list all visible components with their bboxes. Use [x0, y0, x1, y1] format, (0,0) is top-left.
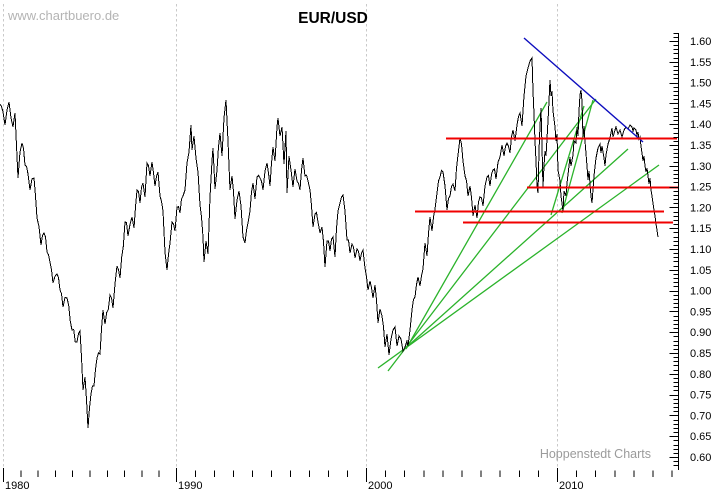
chart-title: EUR/USD	[298, 10, 368, 27]
y-axis-label: 1.50	[690, 78, 711, 90]
resistance-lines	[415, 137, 678, 224]
y-axis-label: 0.85	[690, 348, 711, 360]
green-trendline-5	[561, 99, 594, 214]
eurusd-price-line	[0, 56, 659, 429]
y-axis-label: 1.60	[690, 36, 711, 48]
green-trendline-3	[407, 148, 629, 347]
y-axis-label: 1.35	[690, 140, 711, 152]
y-axis-label: 0.70	[690, 410, 711, 422]
x-axis-label: 1990	[178, 480, 202, 492]
x-axis-label: 2000	[368, 480, 392, 492]
y-axis-label: 1.30	[690, 161, 711, 173]
green-trendline-6	[550, 105, 585, 216]
y-axis-label: 1.55	[690, 57, 711, 69]
green-trendline-2	[387, 98, 597, 372]
y-axis-label: 1.25	[690, 182, 711, 194]
y-axis-label: 0.80	[690, 369, 711, 381]
y-axis-label: 0.75	[690, 390, 711, 402]
green-trendline-4	[377, 164, 660, 369]
y-axis-label: 1.10	[690, 244, 711, 256]
y-axis-label: 1.45	[690, 98, 711, 110]
price-series-line	[0, 56, 659, 429]
y-axis-label: 1.40	[690, 119, 711, 131]
blue-downtrend-line	[523, 37, 644, 143]
decade-gridlines	[3, 4, 558, 468]
y-axis-label: 0.90	[690, 327, 711, 339]
green-trendlines	[377, 98, 660, 372]
x-axis-label: 1980	[5, 480, 29, 492]
watermark: www.chartbuero.de	[7, 8, 119, 23]
y-axis-label: 1.00	[690, 286, 711, 298]
credit: Hoppenstedt Charts	[540, 447, 651, 461]
green-trendline-1	[405, 101, 548, 350]
x-axis-label: 2010	[559, 480, 583, 492]
y-axis-label: 0.65	[690, 431, 711, 443]
y-axis-label: 1.20	[690, 202, 711, 214]
y-axis: 1.60 1.55 1.50 1.45 1.40 1.35 1.30 1.25 1.20 1.15…	[669, 33, 711, 470]
y-axis-label: 1.15	[690, 223, 711, 235]
x-axis: 1980 1990 2000 2010	[3, 468, 673, 492]
y-axis-label: 0.60	[690, 452, 711, 464]
y-axis-label: 0.95	[690, 306, 711, 318]
blue-trendline	[523, 37, 644, 143]
y-axis-label: 1.05	[690, 265, 711, 277]
